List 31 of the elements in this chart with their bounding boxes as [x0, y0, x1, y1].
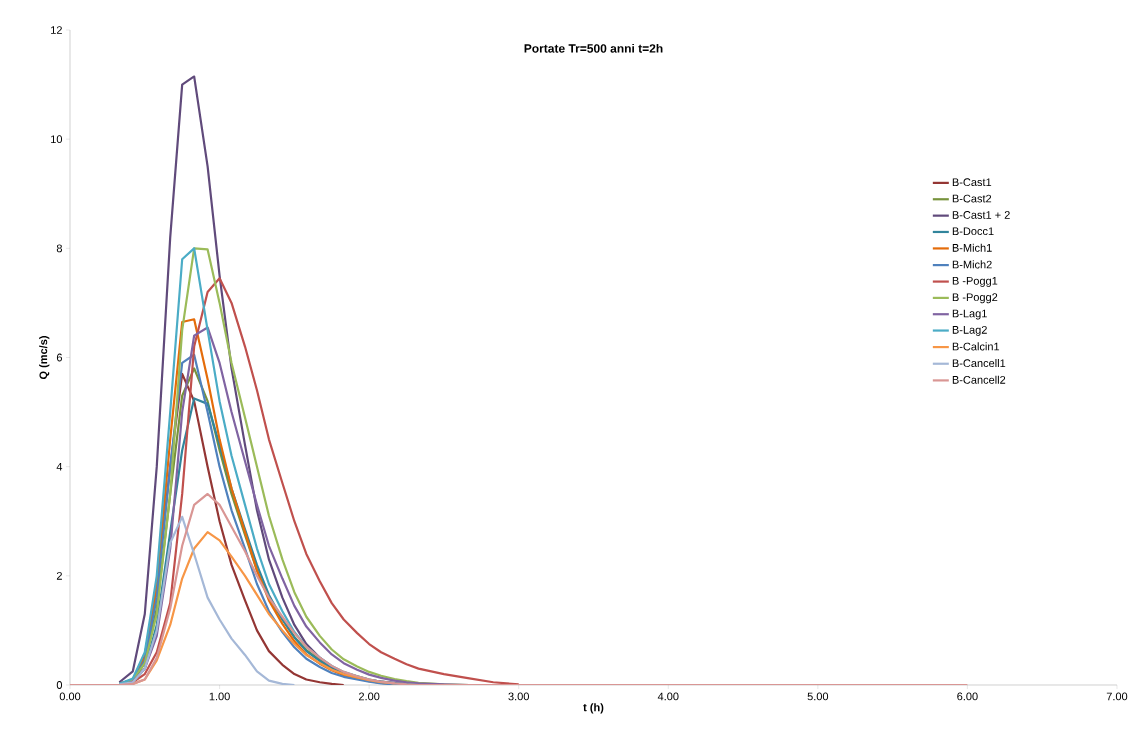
- y-tick-label: 4: [56, 462, 63, 471]
- legend-label: B-Cancell2: [952, 375, 1006, 384]
- legend-label: B-Calcin1: [952, 342, 1000, 351]
- x-tick-label: 3.00: [508, 692, 529, 701]
- x-tick-label: 1.00: [209, 692, 230, 701]
- legend-label: B-Cast1 + 2: [952, 211, 1010, 219]
- legend-label: B-Mich2: [952, 260, 992, 269]
- x-tick-label: 0.00: [59, 692, 81, 701]
- legend-label: B-Docc1: [952, 227, 994, 236]
- y-tick-label: 12: [51, 26, 62, 34]
- legend-label: B-Lag2: [952, 325, 987, 336]
- legend-label: B -Pogg2: [952, 293, 998, 304]
- y-tick-label: 2: [56, 571, 62, 580]
- x-tick-label: 5.00: [807, 692, 829, 701]
- y-tick-label: 10: [51, 135, 63, 144]
- x-tick-label: 6.00: [957, 692, 978, 701]
- legend-label: B-Cast2: [952, 194, 992, 203]
- x-tick-label: 7.00: [1106, 692, 1128, 701]
- legend-label: B -Pogg1: [952, 277, 998, 287]
- y-tick-label: 8: [56, 244, 62, 253]
- legend-label: B-Lag1: [952, 309, 987, 320]
- legend-label: B-Cancell1: [952, 359, 1006, 368]
- x-tick-label: 4.00: [657, 692, 679, 701]
- legend-label: B-Cast1: [952, 178, 992, 187]
- y-tick-label: 6: [56, 353, 62, 362]
- legend-label: B-Mich1: [952, 243, 992, 252]
- y-axis-title: Q (mc/s): [39, 336, 50, 380]
- text: Portate Tr=500 anni t=2h: [524, 43, 663, 53]
- y-tick-label: 0: [56, 681, 63, 689]
- x-axis-title: t (h): [583, 703, 604, 714]
- x-tick-label: 2.00: [358, 692, 380, 701]
